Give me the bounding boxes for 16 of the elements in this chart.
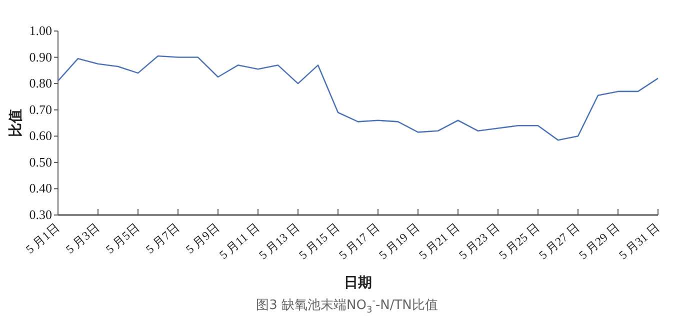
y-tick-label: 0.60 [29,128,52,144]
y-axis-title: 比值 [8,109,24,137]
x-tick-label: 5 月5日 [103,220,142,256]
y-tick-label: 0.50 [29,154,52,170]
y-tick-label: 0.40 [29,180,52,196]
x-tick-label: 5 月1日 [23,220,62,256]
y-tick-label: 1.00 [29,23,52,38]
line-series [57,55,659,141]
x-tick-label: 5 月3日 [63,220,102,256]
y-tick-label: 0.30 [29,207,52,222]
x-tick-label: 5 月7日 [143,220,182,256]
y-tick-label: 0.80 [29,76,52,91]
x-axis-title: 日期 [344,275,372,291]
text: 图3 缺氧池末端NO$_{3}$$^{-}$-N/TN比值 [255,296,439,316]
y-tick-label: 0.90 [29,49,52,64]
y-tick-label: 0.70 [29,102,52,117]
